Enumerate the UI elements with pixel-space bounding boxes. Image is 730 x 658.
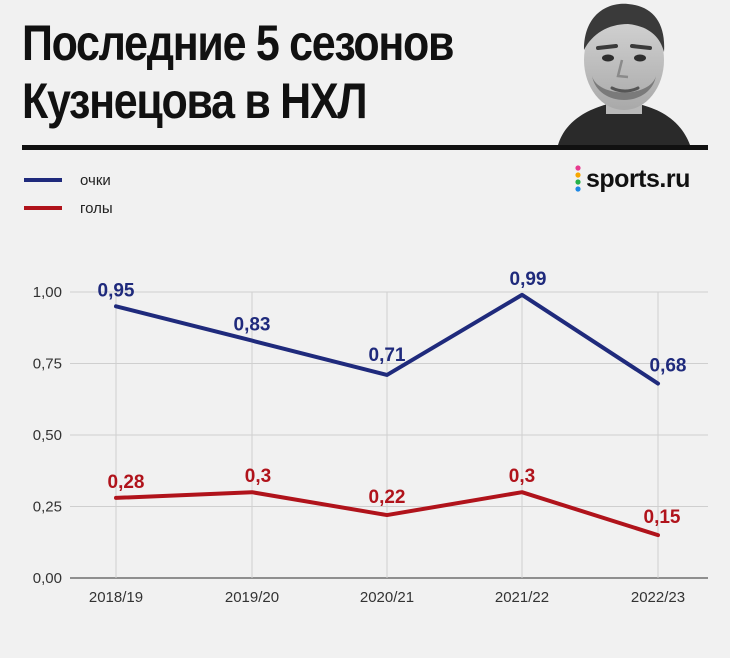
- brand-dots-icon: [575, 165, 581, 192]
- chart-legend: очки голы: [24, 166, 113, 222]
- legend-item-goals: голы: [24, 194, 113, 222]
- x-tick-label: 2020/21: [360, 589, 414, 606]
- x-tick-label: 2019/20: [225, 589, 279, 606]
- y-tick-label: 0,50: [33, 427, 62, 444]
- y-tick-label: 0,75: [33, 356, 62, 373]
- series-line-points: [114, 292, 660, 386]
- y-tick-label: 1,00: [33, 284, 62, 301]
- legend-item-points: очки: [24, 166, 113, 194]
- x-tick-label: 2022/23: [631, 589, 685, 606]
- data-label-points: 0,68: [650, 356, 687, 377]
- y-tick-label: 0,00: [33, 570, 62, 587]
- data-label-goals: 0,3: [509, 466, 535, 487]
- data-label-points: 0,83: [234, 315, 271, 336]
- x-tick-label: 2018/19: [89, 589, 143, 606]
- legend-label-points: очки: [80, 171, 111, 189]
- data-label-goals: 0,28: [108, 472, 145, 493]
- data-label-goals: 0,15: [644, 507, 681, 528]
- player-portrait-icon: [558, 3, 690, 145]
- title-line-2: Кузнецова в НХЛ: [22, 73, 368, 129]
- brand-logo: sports.ru: [574, 164, 690, 194]
- data-label-goals: 0,22: [369, 487, 406, 508]
- data-label-points: 0,99: [510, 269, 547, 290]
- series-line-goals: [114, 490, 660, 538]
- legend-label-goals: голы: [80, 199, 113, 217]
- legend-swatch-points: [24, 178, 62, 182]
- data-label-points: 0,71: [369, 345, 406, 366]
- y-tick-label: 0,25: [33, 499, 62, 516]
- title-line-1: Последние 5 сезонов: [22, 15, 454, 71]
- legend-swatch-goals: [24, 206, 62, 210]
- data-label-goals: 0,3: [245, 466, 271, 487]
- chart-title: Последние 5 сезонов Кузнецова в НХЛ: [22, 14, 454, 130]
- data-label-points: 0,95: [98, 280, 135, 301]
- brand-name: sports.ru: [586, 164, 690, 193]
- title-divider: [22, 145, 708, 150]
- x-tick-label: 2021/22: [495, 589, 549, 606]
